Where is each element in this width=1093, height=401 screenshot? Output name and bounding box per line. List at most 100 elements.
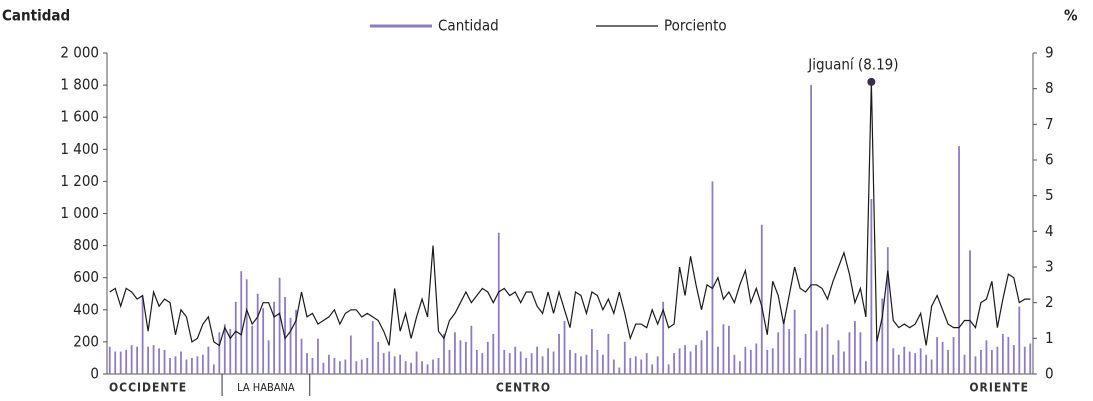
bar <box>870 199 873 374</box>
bar <box>536 346 539 374</box>
bar <box>892 348 895 374</box>
bar <box>492 333 495 374</box>
bar <box>196 356 199 374</box>
bar <box>448 349 451 374</box>
bar <box>607 333 610 374</box>
y-tick-label: 200 <box>73 332 99 350</box>
bar <box>201 354 204 374</box>
bar <box>1029 343 1032 374</box>
bar <box>377 341 380 374</box>
bar <box>618 367 621 374</box>
bar <box>119 351 122 374</box>
bar <box>875 341 878 374</box>
bar <box>958 146 960 374</box>
y-tick-label: 2 000 <box>60 44 99 62</box>
bar <box>256 293 259 374</box>
bar <box>437 357 440 374</box>
bar <box>525 357 528 374</box>
bar <box>371 321 374 374</box>
bar <box>980 349 982 374</box>
bar <box>410 362 413 374</box>
bar <box>223 324 226 374</box>
bar <box>629 357 632 374</box>
bar <box>782 319 785 374</box>
bar <box>864 361 867 374</box>
y-tick-label: 1 800 <box>60 76 99 94</box>
bar <box>717 346 719 374</box>
bar <box>475 349 478 374</box>
bar <box>996 346 999 374</box>
bar <box>591 329 593 374</box>
bar <box>519 351 522 374</box>
annotation-marker <box>867 77 876 86</box>
bar <box>640 359 643 374</box>
bar <box>234 301 237 374</box>
bar <box>601 354 604 374</box>
bar <box>344 359 347 374</box>
bar <box>733 354 736 374</box>
bar <box>240 271 243 374</box>
bar <box>262 308 265 374</box>
y-axis-title: Cantidad <box>2 7 70 25</box>
bar <box>974 356 977 374</box>
region-label: CENTRO <box>496 381 551 395</box>
bar <box>760 224 763 374</box>
bar <box>1007 337 1010 374</box>
bar <box>470 325 473 374</box>
bar <box>300 338 303 374</box>
y2-tick-label: 0 <box>1045 365 1054 383</box>
y2-tick-label: 2 <box>1045 293 1054 311</box>
bar <box>289 317 292 374</box>
bar <box>667 364 670 374</box>
bar <box>267 340 270 374</box>
bar <box>651 364 654 374</box>
bar <box>295 309 297 374</box>
bar <box>415 351 418 374</box>
bar <box>349 335 352 374</box>
bar <box>673 353 676 374</box>
bar <box>804 333 807 374</box>
bar <box>832 354 834 374</box>
bar <box>191 357 193 374</box>
bar <box>432 359 434 374</box>
bar <box>969 250 971 374</box>
bar <box>897 354 900 374</box>
bar <box>777 332 780 374</box>
bar <box>848 332 851 374</box>
bar <box>212 364 215 374</box>
bar <box>388 351 391 374</box>
bar <box>169 357 171 374</box>
bar <box>306 353 308 374</box>
bar <box>563 321 566 374</box>
y2-tick-label: 4 <box>1045 222 1054 240</box>
annotation-label: Jiguaní (8.19) <box>807 55 898 73</box>
bar <box>738 361 741 374</box>
bar <box>1023 346 1026 374</box>
legend-label: Porciento <box>664 17 727 35</box>
bar <box>547 348 549 374</box>
bar <box>426 364 429 374</box>
bar <box>908 351 911 374</box>
bar <box>662 301 665 374</box>
bar <box>514 346 517 374</box>
bar <box>229 329 232 374</box>
line <box>109 81 1031 347</box>
bar <box>569 349 571 374</box>
y2-tick-label: 6 <box>1045 151 1054 169</box>
bar <box>454 332 456 374</box>
bar <box>963 354 966 374</box>
bar <box>799 357 802 374</box>
bar <box>399 354 402 374</box>
bar <box>711 181 714 374</box>
bar <box>185 359 188 374</box>
bar <box>284 296 286 374</box>
bar <box>278 277 281 374</box>
bar <box>881 298 884 374</box>
bar <box>558 333 560 374</box>
bar <box>914 353 917 374</box>
bar <box>695 345 697 374</box>
y-tick-label: 1 000 <box>60 204 99 222</box>
bar <box>936 337 939 374</box>
bar <box>125 349 128 374</box>
